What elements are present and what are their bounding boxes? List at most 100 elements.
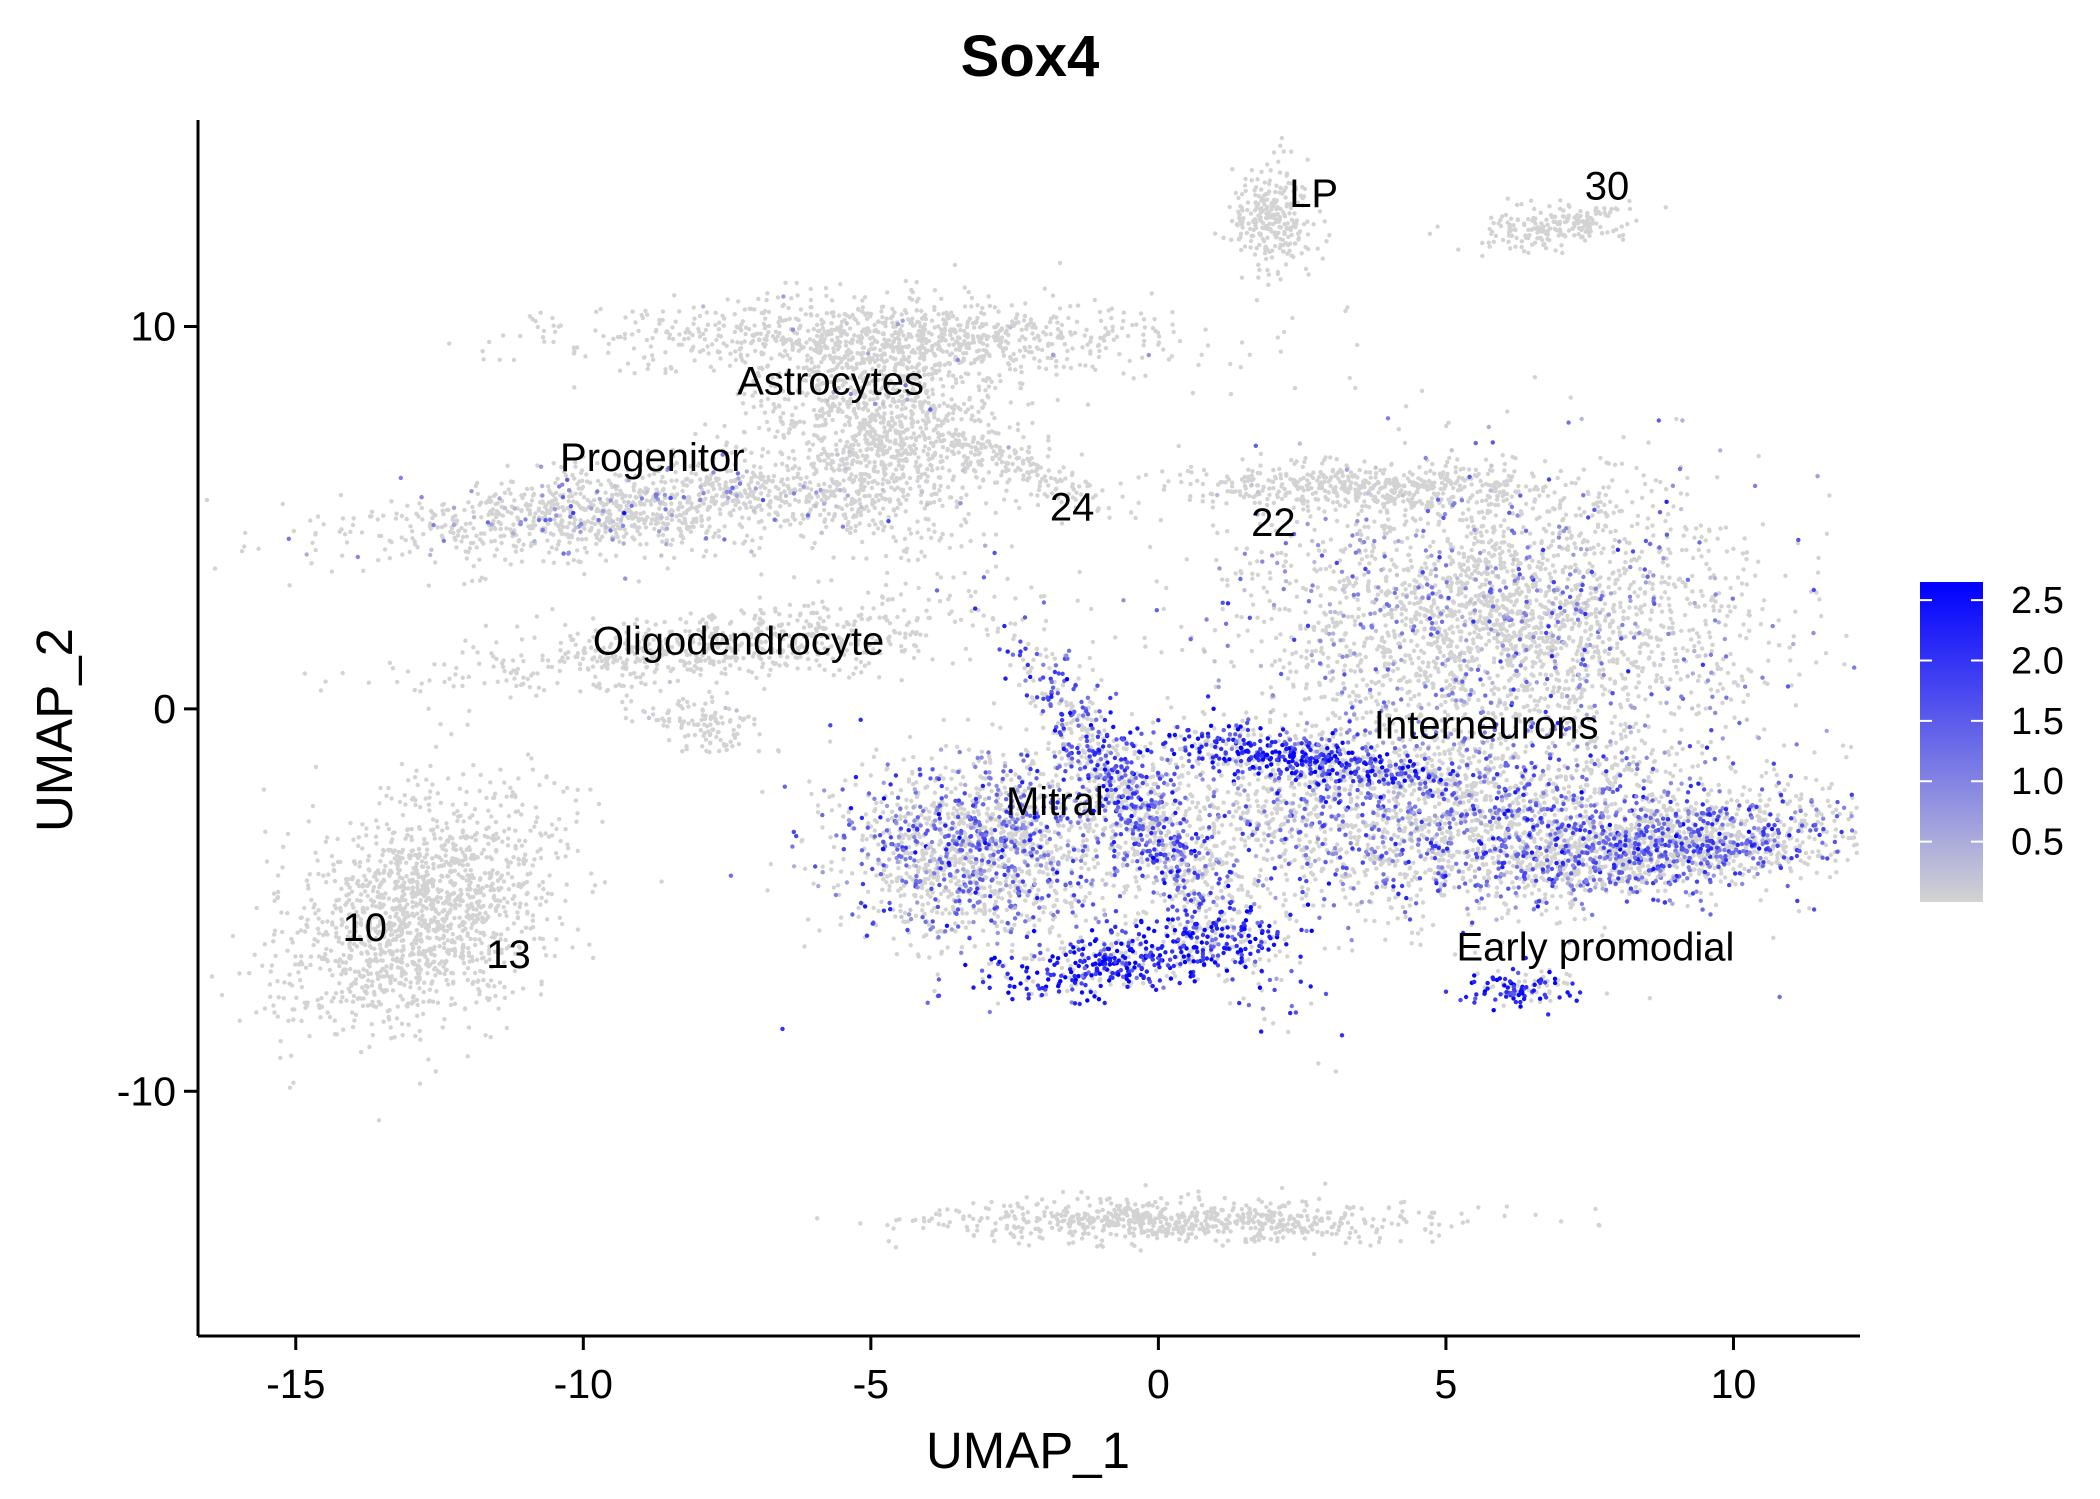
cell-point: [1451, 485, 1456, 491]
cell-point: [700, 707, 705, 712]
cell-point: [1532, 206, 1537, 212]
cell-point: [976, 384, 981, 389]
cell-point: [1259, 187, 1264, 192]
cell-point: [1054, 358, 1059, 364]
cell-point: [860, 472, 865, 477]
cell-point: [926, 597, 931, 602]
cell-point: [779, 498, 784, 504]
cell-point: [308, 518, 313, 523]
cell-point: [937, 488, 942, 493]
cell-point: [903, 581, 908, 586]
cell-point: [680, 696, 686, 702]
cell-point: [692, 702, 697, 707]
cell-point: [844, 350, 849, 355]
cell-point: [822, 507, 827, 513]
cell-point: [848, 530, 853, 535]
cell-point: [878, 420, 884, 425]
cell-point: [872, 322, 877, 328]
cell-point: [508, 527, 513, 532]
cell-point: [762, 410, 768, 415]
cell-point: [1017, 348, 1023, 353]
cell-point: [872, 464, 877, 469]
cell-point: [741, 501, 746, 506]
cell-point: [359, 530, 365, 535]
cell-point: [977, 354, 982, 360]
cell-point: [886, 597, 892, 602]
cell-point: [1293, 241, 1298, 246]
cell-point: [481, 357, 486, 362]
cell-point: [766, 493, 771, 498]
cell-point: [1615, 207, 1620, 212]
cell-point: [650, 335, 655, 341]
cell-point: [1480, 253, 1485, 259]
cell-point: [800, 512, 805, 518]
cell-point: [928, 535, 934, 540]
cell-point: [239, 549, 245, 554]
cell-point: [630, 309, 635, 314]
cell-point: [1131, 376, 1136, 381]
cell-point: [1040, 347, 1045, 353]
cell-point: [893, 513, 898, 518]
cell-point: [1315, 246, 1320, 251]
cell-point: [1266, 189, 1272, 195]
cell-point: [1005, 480, 1010, 485]
cell-point: [467, 546, 473, 551]
cell-point: [808, 286, 813, 292]
cell-point: [1324, 239, 1329, 244]
cell-point: [949, 397, 954, 402]
cell-point: [628, 513, 634, 518]
cell-point: [890, 597, 895, 602]
cell-point: [990, 456, 995, 462]
cell-point: [563, 651, 568, 656]
cell-point: [922, 444, 928, 449]
cell-point: [816, 482, 821, 488]
cell-point: [846, 675, 852, 680]
cell-point: [1248, 211, 1254, 216]
cell-point: [555, 680, 560, 686]
cell-point: [574, 654, 579, 659]
cell-point: [862, 295, 868, 300]
cell-point: [973, 469, 978, 474]
cell-point: [722, 524, 727, 529]
cell-point: [992, 594, 997, 599]
cell-point: [1255, 483, 1261, 488]
cell-point: [1271, 150, 1277, 155]
cell-point: [375, 517, 380, 522]
cell-point: [1566, 202, 1571, 208]
cell-point: [1590, 217, 1595, 223]
cell-point: [571, 345, 576, 350]
cell-point: [893, 455, 898, 460]
cell-point: [968, 450, 974, 455]
cell-point: [1484, 498, 1489, 503]
cell-point: [1277, 190, 1282, 195]
cell-point: [1745, 692, 1751, 698]
cell-point: [715, 350, 721, 355]
cell-point: [486, 498, 491, 503]
cell-point: [1034, 467, 1040, 472]
cell-point: [1185, 468, 1191, 474]
cell-point: [1500, 214, 1505, 219]
cell-point: [1015, 427, 1021, 433]
cell-point: [822, 667, 827, 672]
cell-point: [479, 515, 484, 520]
cell-point: [1399, 488, 1404, 493]
cell-point: [642, 520, 647, 526]
cell-point: [506, 487, 511, 492]
cell-point: [873, 418, 878, 423]
cell-point: [1019, 327, 1024, 332]
cell-point: [1451, 494, 1456, 500]
cell-point: [888, 403, 893, 408]
cell-point: [808, 297, 814, 303]
cell-point: [825, 452, 831, 458]
cell-point: [1263, 256, 1269, 262]
cell-point: [866, 493, 871, 498]
cell-point: [814, 322, 820, 328]
cell-point: [923, 337, 929, 342]
cell-point: [866, 441, 871, 447]
cell-point: [1266, 272, 1272, 277]
cell-point: [1281, 329, 1287, 335]
cell-point: [495, 679, 500, 684]
cell-point: [787, 602, 793, 607]
cell-point: [597, 682, 602, 687]
cell-point: [1299, 495, 1305, 501]
